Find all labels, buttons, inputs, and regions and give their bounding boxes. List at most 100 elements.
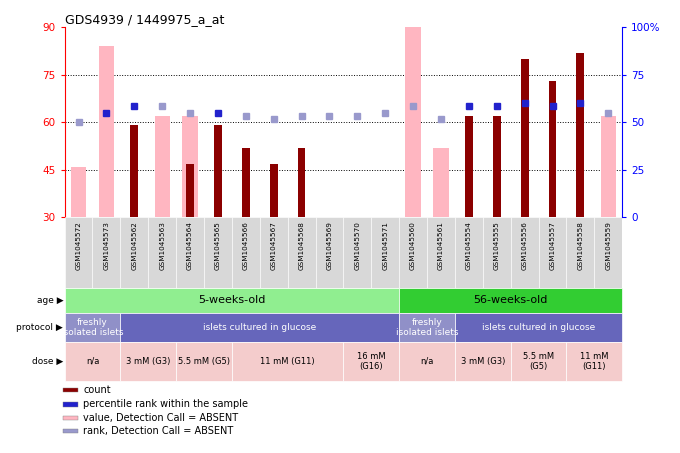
Bar (270, 164, 277, 217)
Bar (511, 342, 566, 381)
Bar (242, 148, 250, 217)
Bar (63, 429, 78, 433)
Bar (92, 217, 120, 288)
Bar (65, 342, 120, 381)
Text: 16 mM
(G16): 16 mM (G16) (357, 352, 386, 371)
Text: 11 mM (G11): 11 mM (G11) (260, 357, 315, 366)
Bar (65, 217, 92, 288)
Bar (455, 313, 622, 342)
Bar (154, 116, 170, 217)
Bar (405, 27, 421, 217)
Text: freshly
isolated islets: freshly isolated islets (61, 318, 124, 337)
Bar (232, 342, 343, 381)
Bar (399, 342, 455, 381)
Bar (120, 313, 399, 342)
Text: GSM1045554: GSM1045554 (466, 221, 472, 270)
Text: GSM1045568: GSM1045568 (299, 221, 305, 270)
Bar (577, 53, 584, 217)
Bar (483, 217, 511, 288)
Text: GDS4939 / 1449975_a_at: GDS4939 / 1449975_a_at (65, 13, 224, 26)
Bar (427, 217, 455, 288)
Bar (511, 217, 539, 288)
Bar (186, 164, 194, 217)
Text: islets cultured in glucose: islets cultured in glucose (203, 323, 316, 332)
Bar (343, 217, 371, 288)
Bar (399, 288, 622, 313)
Bar (288, 217, 316, 288)
Bar (594, 217, 622, 288)
Bar (298, 148, 305, 217)
Bar (433, 148, 449, 217)
Text: GSM1045566: GSM1045566 (243, 221, 249, 270)
Text: percentile rank within the sample: percentile rank within the sample (83, 400, 248, 410)
Bar (260, 217, 288, 288)
Text: GSM1045562: GSM1045562 (131, 221, 137, 270)
Bar (214, 125, 222, 217)
Text: GSM1045569: GSM1045569 (326, 221, 333, 270)
Text: GSM1045555: GSM1045555 (494, 221, 500, 270)
Text: GSM1045558: GSM1045558 (577, 221, 583, 270)
Bar (566, 217, 594, 288)
Bar (455, 342, 511, 381)
Bar (465, 116, 473, 217)
Bar (521, 59, 528, 217)
Text: GSM1045570: GSM1045570 (354, 221, 360, 270)
Text: GSM1045571: GSM1045571 (382, 221, 388, 270)
Bar (204, 217, 232, 288)
Bar (120, 217, 148, 288)
Text: GSM1045572: GSM1045572 (75, 221, 82, 270)
Text: freshly
isolated islets: freshly isolated islets (396, 318, 458, 337)
Bar (176, 342, 232, 381)
Text: GSM1045556: GSM1045556 (522, 221, 528, 270)
Bar (63, 416, 78, 420)
Bar (399, 217, 427, 288)
Text: islets cultured in glucose: islets cultured in glucose (482, 323, 595, 332)
Bar (549, 81, 556, 217)
Text: rank, Detection Call = ABSENT: rank, Detection Call = ABSENT (83, 426, 233, 436)
Bar (566, 342, 622, 381)
Text: 3 mM (G3): 3 mM (G3) (460, 357, 505, 366)
Text: GSM1045561: GSM1045561 (438, 221, 444, 270)
Bar (131, 125, 138, 217)
Bar (455, 217, 483, 288)
Text: GSM1045564: GSM1045564 (187, 221, 193, 270)
Bar (65, 288, 399, 313)
Text: GSM1045567: GSM1045567 (271, 221, 277, 270)
Text: count: count (83, 385, 111, 395)
Text: n/a: n/a (86, 357, 99, 366)
Bar (316, 217, 343, 288)
Bar (343, 342, 399, 381)
Bar (63, 388, 78, 392)
Bar (232, 217, 260, 288)
Bar (399, 313, 455, 342)
Bar (120, 342, 176, 381)
Bar (600, 116, 616, 217)
Bar (493, 116, 500, 217)
Text: 5.5 mM
(G5): 5.5 mM (G5) (523, 352, 554, 371)
Text: n/a: n/a (420, 357, 434, 366)
Text: GSM1045557: GSM1045557 (549, 221, 556, 270)
Text: 5.5 mM (G5): 5.5 mM (G5) (178, 357, 230, 366)
Bar (63, 402, 78, 407)
Text: GSM1045559: GSM1045559 (605, 221, 611, 270)
Bar (176, 217, 204, 288)
Bar (99, 46, 114, 217)
Text: GSM1045563: GSM1045563 (159, 221, 165, 270)
Text: value, Detection Call = ABSENT: value, Detection Call = ABSENT (83, 413, 238, 423)
Text: protocol ▶: protocol ▶ (16, 323, 63, 332)
Bar (182, 116, 198, 217)
Bar (539, 217, 566, 288)
Text: 56-weeks-old: 56-weeks-old (473, 295, 548, 305)
Text: 3 mM (G3): 3 mM (G3) (126, 357, 171, 366)
Text: 11 mM
(G11): 11 mM (G11) (580, 352, 609, 371)
Text: GSM1045565: GSM1045565 (215, 221, 221, 270)
Bar (65, 313, 120, 342)
Text: GSM1045560: GSM1045560 (410, 221, 416, 270)
Text: dose ▶: dose ▶ (32, 357, 63, 366)
Text: 5-weeks-old: 5-weeks-old (198, 295, 266, 305)
Bar (71, 167, 86, 217)
Text: GSM1045573: GSM1045573 (103, 221, 109, 270)
Bar (371, 217, 399, 288)
Bar (148, 217, 176, 288)
Text: age ▶: age ▶ (37, 296, 63, 304)
